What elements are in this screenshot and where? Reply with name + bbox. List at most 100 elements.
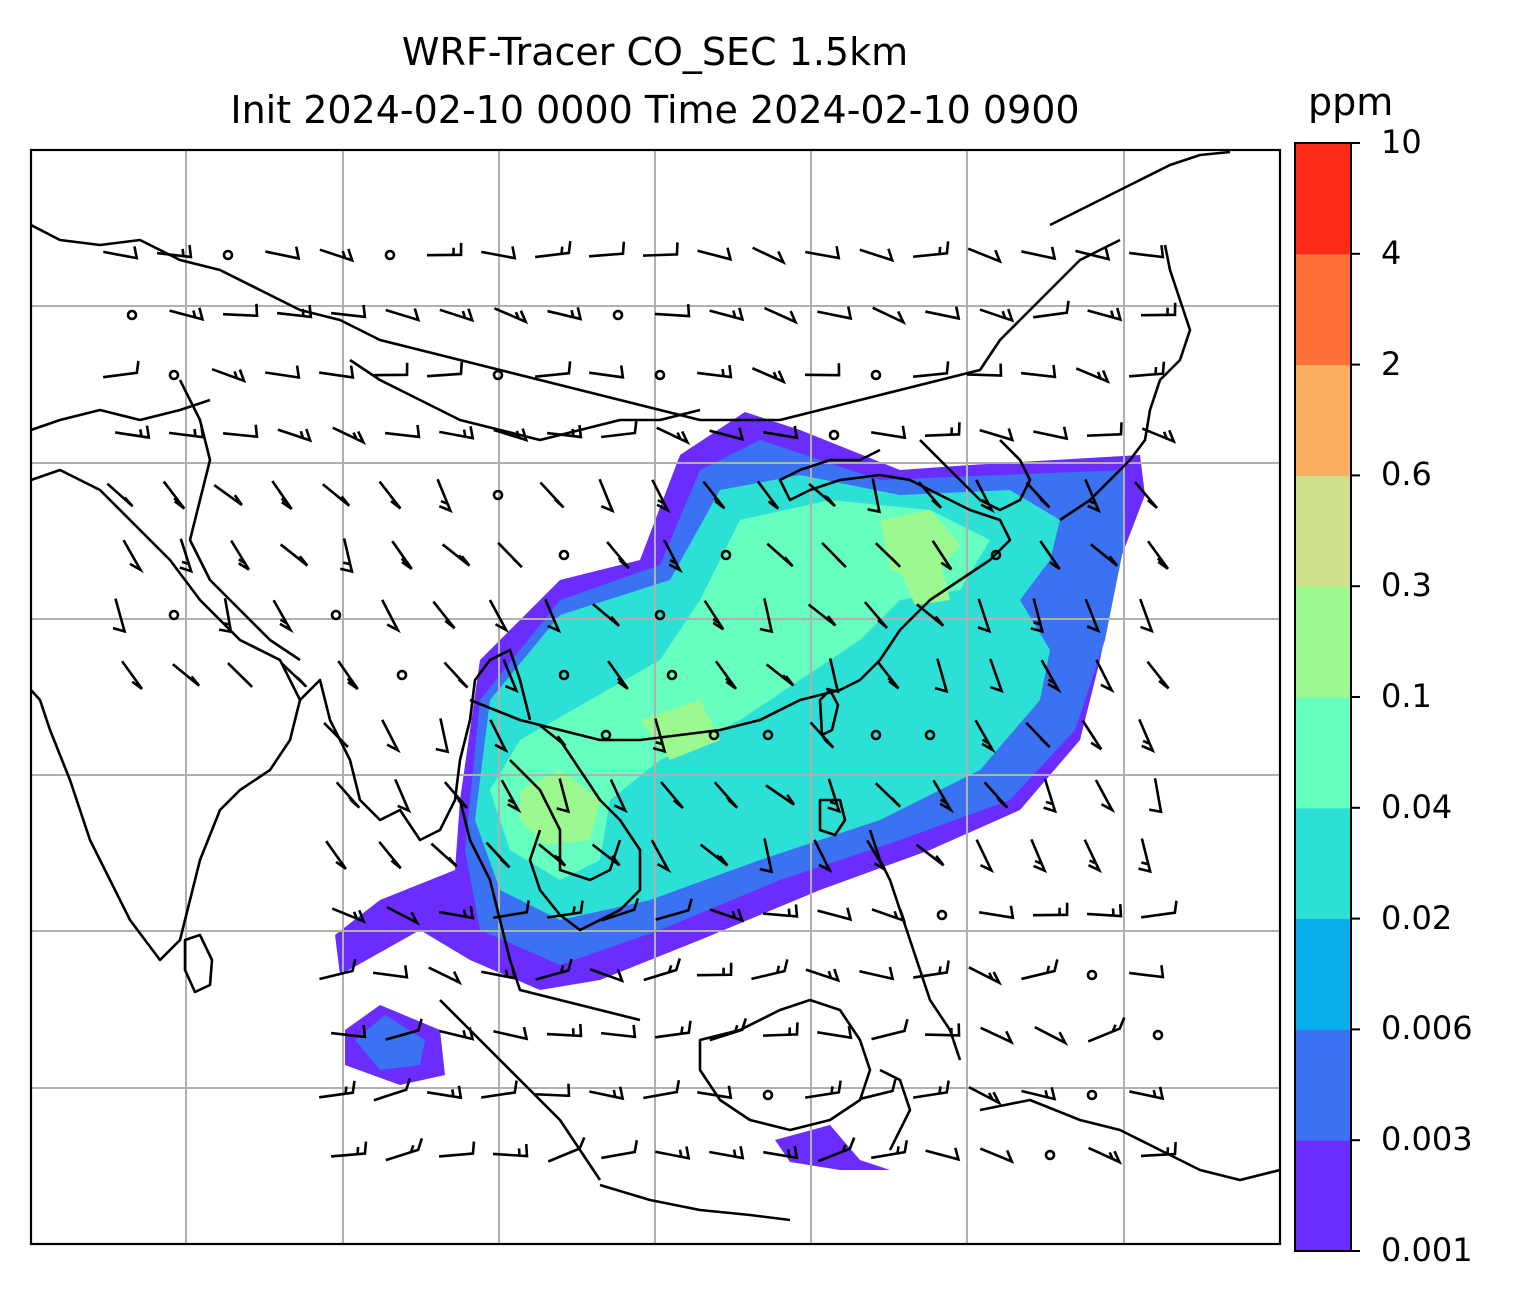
wind-barb [817,1137,856,1163]
coast-taiwan [818,688,840,737]
wind-barb [373,1077,412,1102]
wind-barb [391,540,413,570]
wind-barb [1086,422,1123,438]
wind-barb [871,908,907,923]
wind-barb [807,603,837,627]
wind-barb [912,960,950,979]
wind-barb [931,540,953,571]
tracer-band-1b [355,1015,425,1070]
wind-barb [1147,540,1169,570]
border-laos-cambodia [509,759,622,882]
wind-barb [871,1140,909,1160]
calm-wind-marker [558,549,570,561]
wind-barb [591,843,621,867]
wind-barb [1139,598,1154,634]
wind-barb [534,361,572,378]
wind-barb [589,1086,625,1101]
wind-barb [211,367,247,383]
wind-barb [805,968,841,983]
colorbar-tick-label: 10 [1381,123,1422,161]
wind-barb [651,479,671,514]
wind-barb [485,841,511,869]
wind-barb [763,306,799,325]
colorbar-tick-label: 0.001 [1381,1231,1473,1269]
colorbar-segment [1295,143,1351,255]
wind-barb [1138,718,1156,754]
wind-barb [218,598,233,634]
wind-barb [655,1146,691,1160]
wind-barb [751,367,787,385]
wind-barb [606,541,630,570]
colorbar-tick-label: 0.3 [1381,566,1432,605]
wind-barb [481,246,517,260]
coast-russia-north [31,223,1121,422]
wind-barb [1087,307,1123,322]
wind-barb [601,1139,639,1160]
wind-barb [709,427,745,442]
wind-barb [1081,720,1103,751]
coast-sulawesi [879,1068,912,1151]
wind-barb [497,541,523,569]
wind-barb [481,966,517,980]
wind-barb [1128,244,1165,259]
wind-barb [546,900,584,919]
wind-barb [330,1024,367,1039]
wind-barb [493,428,529,443]
wind-barb [874,542,902,568]
wind-barb [493,1026,529,1041]
calm-wind-marker [762,1089,774,1101]
wind-barb [697,247,733,262]
wind-barb [934,658,949,694]
wind-barb [655,898,693,921]
wind-barb [1095,659,1115,694]
coast-indochina [458,799,641,1022]
wind-barb [871,1018,909,1041]
wind-barb [974,719,996,754]
colorbar-tick-label: 4 [1381,233,1402,272]
wind-barb [759,598,774,634]
wind-barb [339,538,354,574]
wind-barb [102,360,140,379]
wind-barb [1033,426,1069,441]
colorbar-tick-label: 0.02 [1381,898,1453,937]
wind-barb [169,307,205,322]
colorbar-segment [1295,253,1351,366]
calm-wind-marker [168,609,180,621]
wind-barb [859,966,895,981]
wind-barb [713,781,739,809]
wind-barb [652,718,667,754]
wind-barb [825,658,840,694]
wind-barb [1138,838,1152,874]
calm-wind-marker [396,669,408,681]
wind-barb [556,778,571,814]
wind-barb [122,539,144,574]
colorbar-tick-label: 0.04 [1381,787,1453,826]
calm-wind-marker [654,369,666,381]
colorbar-tick-label: 2 [1381,344,1402,383]
wind-barb [925,306,961,321]
wind-barb [436,478,453,514]
wind-barb [222,303,259,318]
wind-barb [989,658,1004,694]
wind-barb [756,480,780,510]
coast-china-east [778,448,1012,681]
wind-barb [765,784,796,806]
map-frame [29,148,1282,1246]
wind-barb [1128,361,1166,378]
wind-barb [968,1085,1003,1106]
calm-wind-marker [222,249,234,261]
wind-barbs [102,240,1178,1165]
wind-barb [876,660,900,690]
wind-barb [654,304,691,318]
calm-wind-marker [384,249,396,261]
wind-barb [1087,1016,1126,1043]
calm-wind-marker [1086,1089,1098,1101]
wind-barb [805,1080,842,1099]
wind-barb [859,1078,897,1101]
wind-barb [378,840,402,870]
wind-barb [709,1017,748,1042]
wind-barb [600,420,638,439]
wind-barb [609,779,628,814]
wind-barb [112,598,127,634]
calm-wind-marker [1044,1149,1056,1161]
